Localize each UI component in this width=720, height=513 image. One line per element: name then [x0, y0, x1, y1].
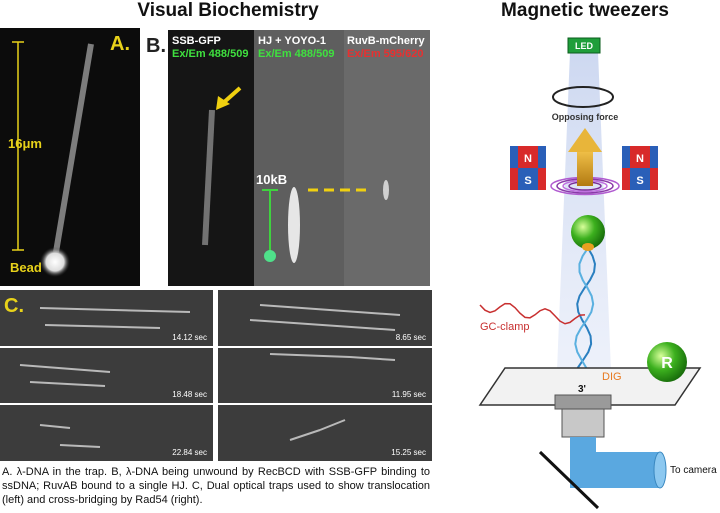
arrow — [216, 96, 230, 110]
channel-name: HJ + YOYO-1 — [258, 35, 326, 47]
frame-time: 15.25 sec — [391, 448, 426, 457]
magnet-pole: S — [524, 175, 531, 187]
channel-name: SSB-GFP — [172, 35, 221, 47]
light-path — [570, 437, 660, 488]
bead — [264, 250, 276, 262]
channel-name: RuvB-mCherry — [347, 35, 426, 47]
frame-time: 11.95 sec — [392, 390, 426, 399]
magnet-pole: N — [524, 153, 532, 165]
dna-strand — [44, 324, 161, 329]
title: Magnetic tweezers — [501, 0, 669, 21]
reference-label: R — [661, 355, 673, 372]
dig-label: DIG — [602, 371, 622, 383]
force-arrow — [568, 128, 602, 152]
image-b2 — [254, 30, 344, 286]
frame-image — [218, 290, 432, 346]
frame-image — [218, 405, 432, 461]
frame-image — [218, 348, 432, 403]
frame-image — [0, 290, 213, 346]
force-arrow — [577, 150, 593, 186]
magnet-pole: N — [636, 153, 644, 165]
force-label: Opposing force — [552, 112, 619, 122]
image-b3 — [344, 30, 430, 286]
bead — [40, 247, 70, 277]
light-path — [653, 451, 667, 489]
channel-filter: Ex/Em 595/620 — [347, 48, 423, 60]
magnetic-bead — [571, 215, 605, 249]
panel-label: B. — [146, 35, 166, 57]
frame-time: 18.48 sec — [172, 390, 207, 399]
magnet — [630, 146, 650, 168]
objective — [554, 394, 612, 410]
mirror — [538, 450, 600, 510]
hj-signal — [383, 180, 389, 200]
magnet — [630, 168, 650, 190]
slide — [478, 367, 702, 406]
channel-filter: Ex/Em 488/509 — [172, 48, 248, 60]
dna-strand — [39, 424, 71, 429]
camera-label: To camera — [670, 465, 717, 476]
dna-strand — [259, 304, 401, 316]
gc-clamp-label: GC-clamp — [480, 321, 530, 333]
dna-strand — [319, 419, 346, 431]
magnet-pole: S — [636, 175, 643, 187]
dna-strand — [289, 429, 321, 441]
dna-strand — [19, 364, 111, 373]
frame-image — [0, 405, 213, 461]
title: Visual Biochemistry — [137, 0, 319, 21]
panel-label: A. — [110, 33, 130, 55]
frame-time: 8.65 sec — [396, 333, 426, 342]
dna-strand — [29, 381, 106, 387]
led-label: LED — [575, 41, 594, 51]
channel-filter: Ex/Em 488/509 — [258, 48, 334, 60]
dna-strand — [269, 353, 351, 358]
dna-strand — [59, 444, 101, 448]
caption: A. λ-DNA in the trap. B, λ-DNA being unw… — [2, 466, 430, 506]
dna-helix — [576, 247, 596, 369]
dna-helix — [574, 247, 595, 369]
size-label: 10kB — [256, 172, 287, 187]
magnet — [518, 168, 538, 190]
dna-strand — [39, 307, 191, 313]
dna-hairpin — [479, 302, 586, 325]
attachment — [582, 243, 594, 251]
dna-signal — [202, 109, 215, 246]
led — [567, 37, 601, 54]
end-label: 3' — [578, 384, 586, 395]
objective — [561, 408, 605, 438]
frame-time: 22.84 sec — [172, 448, 207, 457]
frame-time: 14.12 sec — [172, 333, 207, 342]
panel-label: C. — [4, 295, 24, 317]
frame-image — [0, 348, 213, 403]
dna-strand — [249, 319, 396, 331]
dna-strand — [53, 43, 94, 253]
ring — [552, 86, 614, 108]
bead-label: Bead — [10, 260, 42, 275]
scale-label: 16μm — [8, 136, 42, 151]
reference-bead — [647, 342, 687, 382]
dna-signal — [288, 187, 300, 263]
magnet — [518, 146, 538, 168]
dna-strand — [349, 356, 396, 361]
